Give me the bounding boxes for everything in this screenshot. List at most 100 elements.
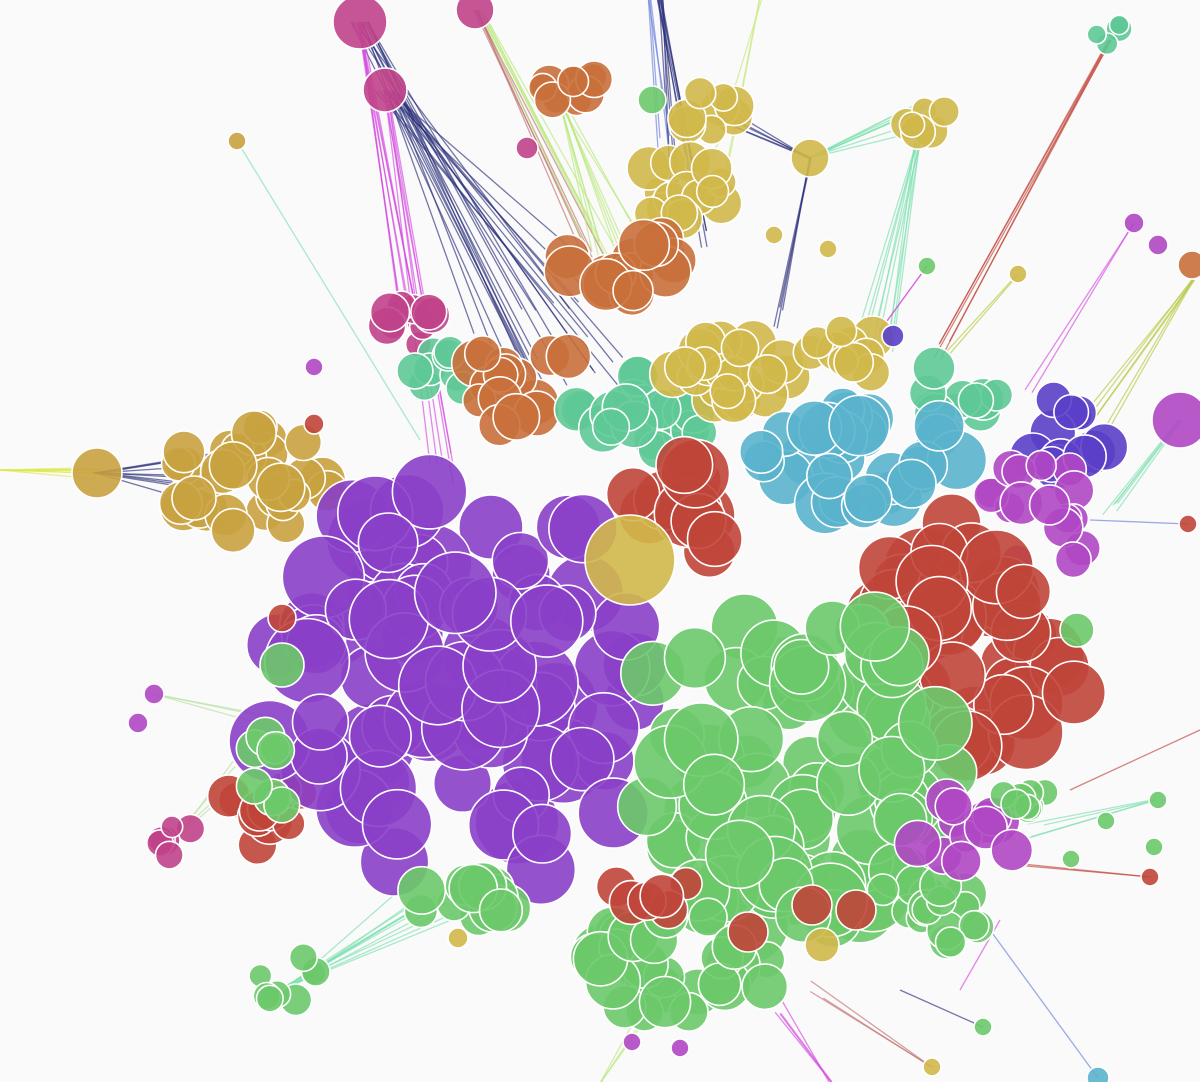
node <box>818 239 838 259</box>
edge <box>478 9 588 248</box>
node <box>1140 867 1160 887</box>
node <box>886 458 937 509</box>
node <box>557 65 590 98</box>
node <box>638 975 692 1029</box>
node <box>208 440 258 490</box>
node <box>396 352 434 390</box>
node <box>639 873 685 919</box>
edge <box>359 21 401 318</box>
node <box>843 473 893 523</box>
node <box>1041 660 1107 725</box>
node <box>704 819 775 890</box>
edge <box>647 0 659 152</box>
node <box>990 828 1034 872</box>
node <box>605 466 661 522</box>
node <box>491 531 550 590</box>
node <box>303 413 325 435</box>
node <box>934 787 974 826</box>
node <box>256 730 296 770</box>
edge <box>810 980 933 1068</box>
node <box>688 897 728 938</box>
node <box>463 335 502 373</box>
edge <box>1069 729 1200 791</box>
node <box>512 803 573 864</box>
node <box>720 328 760 368</box>
node <box>709 373 746 410</box>
edge <box>939 39 1110 344</box>
node <box>235 767 274 805</box>
node <box>478 888 524 933</box>
node <box>747 354 788 395</box>
edge <box>386 89 454 484</box>
node <box>682 753 746 816</box>
node <box>397 865 447 915</box>
node <box>1123 212 1145 234</box>
node <box>973 1017 993 1037</box>
node <box>833 341 875 383</box>
node <box>288 942 319 973</box>
edge <box>384 89 431 465</box>
node <box>738 429 784 475</box>
node <box>1108 14 1130 36</box>
node <box>492 392 541 441</box>
node <box>1000 788 1032 820</box>
node <box>255 984 284 1013</box>
edge <box>948 273 1020 355</box>
edge <box>394 89 614 363</box>
node <box>291 693 350 751</box>
node <box>304 357 324 377</box>
node <box>663 626 727 690</box>
node <box>612 269 654 312</box>
node <box>655 435 714 495</box>
edge <box>387 89 454 467</box>
node <box>866 873 900 907</box>
node <box>71 447 123 499</box>
node <box>741 963 789 1011</box>
edge <box>779 1013 832 1082</box>
edge <box>946 273 1019 353</box>
node <box>227 131 247 151</box>
node <box>255 462 306 513</box>
node <box>1147 234 1169 256</box>
node <box>881 324 905 348</box>
edge <box>385 89 589 338</box>
node <box>637 85 667 115</box>
node <box>922 1057 942 1077</box>
node <box>835 889 877 931</box>
edge <box>559 99 593 252</box>
edge <box>940 39 1110 360</box>
node <box>934 926 967 959</box>
node <box>764 225 784 245</box>
node <box>1025 449 1057 482</box>
edge <box>1084 279 1193 423</box>
node <box>727 911 769 953</box>
node <box>413 551 497 635</box>
node <box>509 584 584 658</box>
node <box>1144 837 1164 857</box>
node <box>1148 790 1168 810</box>
node <box>1053 393 1090 431</box>
node <box>1061 849 1081 869</box>
node <box>816 710 874 767</box>
node <box>686 510 743 568</box>
node <box>210 507 256 554</box>
node <box>545 333 592 380</box>
node <box>1086 24 1107 45</box>
edge <box>1031 222 1135 393</box>
node <box>361 788 433 860</box>
node <box>455 0 495 30</box>
edge <box>481 9 618 252</box>
node <box>825 315 858 348</box>
nodes <box>71 0 1200 1082</box>
node <box>515 136 539 160</box>
edge <box>1023 863 1150 878</box>
node <box>893 819 942 868</box>
node <box>160 815 184 839</box>
node <box>913 399 966 452</box>
node <box>663 346 707 389</box>
node <box>695 174 730 209</box>
edge <box>475 9 591 258</box>
node <box>127 712 149 734</box>
node <box>928 95 960 128</box>
